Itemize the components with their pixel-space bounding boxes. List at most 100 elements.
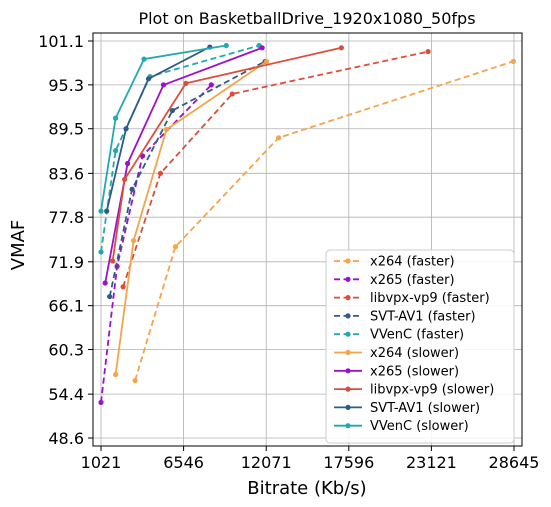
y-tick-label: 83.6: [48, 164, 84, 183]
x-axis-title: Bitrate (Kb/s): [247, 478, 366, 499]
chart-title: Plot on BasketballDrive_1920x1080_50fps: [138, 9, 475, 29]
data-point: [169, 107, 176, 114]
legend-label: VVenC (faster): [370, 328, 464, 343]
legend-marker: [345, 295, 351, 301]
legend-label: libvpx-vp9 (faster): [370, 291, 490, 306]
data-point: [425, 48, 431, 55]
legend-item: libvpx-vp9 (faster): [334, 291, 490, 306]
y-tick-label: 66.1: [48, 297, 84, 316]
legend-item: x264 (slower): [334, 346, 459, 361]
data-point: [122, 176, 128, 182]
series-libvpx-vp9-faster: [120, 48, 431, 290]
data-point: [120, 284, 126, 290]
data-point: [107, 293, 113, 300]
legend-label: VVenC (slower): [370, 419, 469, 434]
data-point: [98, 249, 104, 255]
data-point: [172, 244, 179, 250]
axis-ticks: 1021 6546 12071 17596 23121 28645 48.6 54.4 60.3…: [38, 32, 539, 472]
legend: x264 (faster) x265 (faster) libvpx-vp9 (fa…: [325, 249, 515, 444]
legend-label: libvpx-vp9 (slower): [370, 383, 494, 398]
legend-label: x265 (faster): [370, 273, 455, 288]
y-tick-label: 95.3: [48, 76, 84, 95]
data-point: [276, 135, 282, 141]
y-tick-label: 71.9: [48, 253, 84, 272]
data-point: [183, 80, 189, 86]
series-line: [105, 46, 211, 212]
data-point: [132, 377, 138, 384]
legend-label: SVT-AV1 (faster): [370, 309, 476, 324]
legend-item: VVenC (faster): [334, 328, 464, 343]
legend-item: SVT-AV1 (slower): [334, 401, 480, 416]
data-point: [124, 160, 131, 167]
series-x264-slower: [113, 58, 270, 378]
data-point: [141, 56, 147, 62]
x-tick-label: 23121: [406, 453, 457, 472]
plot-frame: [92, 32, 523, 447]
series-libvpx-vp9-slower: [110, 45, 344, 264]
data-point: [104, 208, 110, 214]
series-line: [111, 46, 342, 262]
series-line: [104, 46, 263, 284]
legend-item: x264 (faster): [334, 255, 455, 270]
data-point: [157, 170, 164, 176]
series-line: [122, 50, 429, 288]
data-point: [160, 82, 167, 88]
data-point: [113, 148, 119, 154]
legend-marker: [345, 276, 351, 282]
data-point: [98, 399, 104, 406]
x-tick-label: 1021: [81, 453, 122, 472]
data-point: [123, 126, 129, 132]
series-line: [108, 60, 266, 297]
y-tick-label: 54.4: [48, 385, 84, 404]
x-tick-label: 6546: [163, 453, 204, 472]
data-point: [102, 280, 108, 286]
y-tick-label: 60.3: [48, 341, 84, 360]
data-point: [98, 208, 104, 214]
series-line: [100, 84, 212, 403]
data-point: [264, 58, 270, 65]
series-line: [114, 60, 268, 375]
legend-marker: [345, 423, 351, 429]
y-tick-label: 89.5: [48, 120, 84, 139]
legend-marker: [345, 386, 351, 392]
data-point: [338, 45, 344, 51]
legend-item: VVenC (slower): [334, 419, 469, 434]
data-point: [129, 186, 135, 192]
data-point: [259, 45, 265, 51]
data-point: [145, 76, 152, 82]
legend-label: SVT-AV1 (slower): [370, 401, 480, 416]
series-x265-slower: [102, 45, 265, 286]
series-x265-faster: [98, 82, 214, 406]
legend-label: x264 (slower): [370, 346, 459, 361]
legend-item: libvpx-vp9 (slower): [334, 383, 494, 398]
legend-marker: [345, 368, 351, 374]
series-vvenc-faster: [98, 42, 262, 255]
data-point: [113, 115, 119, 121]
series-line: [100, 44, 227, 212]
legend-marker: [345, 404, 351, 410]
legend-item: x265 (slower): [334, 364, 459, 379]
y-tick-label: 101.1: [38, 32, 84, 51]
series-layer: [98, 42, 516, 406]
legend-marker: [345, 258, 351, 264]
data-point: [229, 91, 235, 97]
data-point: [510, 58, 516, 65]
legend-item: SVT-AV1 (faster): [334, 309, 476, 324]
grid: [93, 33, 522, 446]
y-axis-title: VMAF: [8, 220, 29, 271]
legend-label: x264 (faster): [370, 255, 455, 270]
x-tick-label: 12071: [241, 453, 292, 472]
y-tick-label: 77.8: [48, 208, 84, 227]
series-line: [134, 60, 514, 381]
legend-item: x265 (faster): [334, 273, 455, 288]
y-tick-label: 48.6: [48, 429, 84, 448]
data-point: [223, 42, 229, 49]
data-point: [130, 238, 137, 244]
legend-marker: [345, 349, 351, 356]
data-point: [110, 258, 116, 264]
x-tick-label: 28645: [489, 453, 540, 472]
legend-label: x265 (slower): [370, 364, 459, 379]
x-tick-label: 17596: [323, 453, 374, 472]
